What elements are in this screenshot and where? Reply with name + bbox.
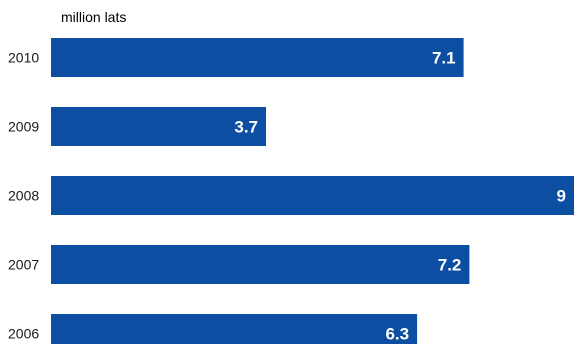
category-label: 2008 xyxy=(8,188,39,204)
bars-group: 2010 7.1 2009 3.7 2008 9 2007 7.2 2006 6.3 xyxy=(8,38,574,344)
category-label: 2006 xyxy=(8,326,39,342)
bar xyxy=(51,245,470,284)
value-label: 7.2 xyxy=(438,256,462,275)
category-label: 2010 xyxy=(8,50,39,66)
value-label: 3.7 xyxy=(234,118,258,137)
unit-label: million lats xyxy=(61,9,126,25)
bar xyxy=(51,38,464,77)
bar xyxy=(51,107,267,146)
value-label: 9 xyxy=(557,187,566,206)
bar xyxy=(51,176,574,215)
bar xyxy=(51,314,418,344)
value-label: 6.3 xyxy=(385,325,409,344)
value-label: 7.1 xyxy=(432,49,456,68)
category-label: 2009 xyxy=(8,119,39,135)
category-label: 2007 xyxy=(8,257,39,273)
